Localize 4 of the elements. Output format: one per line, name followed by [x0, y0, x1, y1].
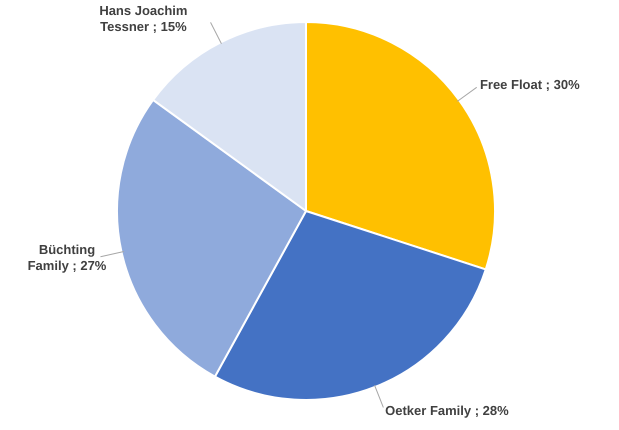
slice-label: Büchting Family ; 27% [26, 242, 108, 274]
slice-label: Oetker Family ; 28% [385, 402, 509, 419]
slice-label: Free Float ; 30% [480, 76, 580, 93]
slice-label: Hans Joachim Tessner ; 15% [98, 3, 188, 36]
